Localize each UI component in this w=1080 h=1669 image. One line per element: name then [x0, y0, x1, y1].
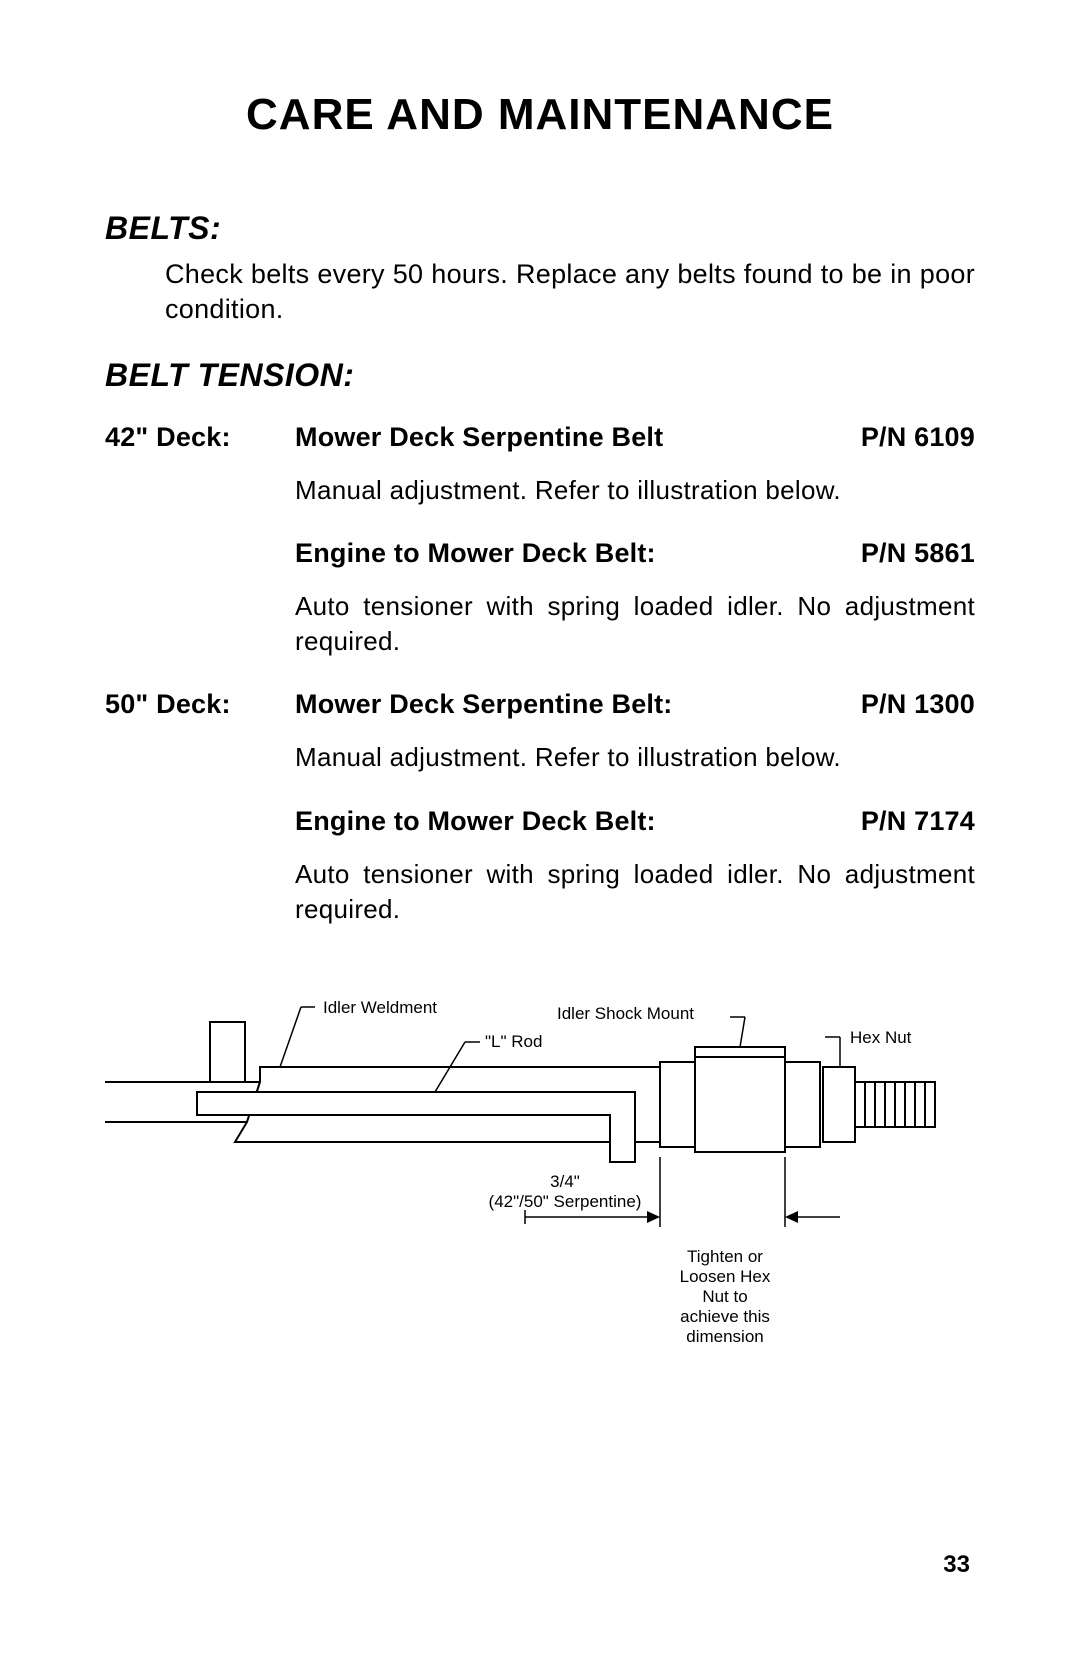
deck-label: 50" Deck:: [105, 689, 295, 720]
belt-desc: Auto tensioner with spring loaded idler.…: [295, 857, 975, 927]
part-number: P/N 7174: [861, 806, 975, 837]
label-idler-shock-mount: Idler Shock Mount: [557, 1004, 694, 1023]
belt-name: Mower Deck Serpentine Belt: [295, 422, 861, 453]
belt-tension-diagram: Idler Weldment Idler Shock Mount "L" Rod…: [105, 967, 975, 1352]
deck-label: 42" Deck:: [105, 422, 295, 453]
belt-desc: Manual adjustment. Refer to illustration…: [295, 740, 975, 775]
belt-name: Engine to Mower Deck Belt:: [295, 538, 861, 569]
section-belts-heading: BELTS:: [105, 210, 975, 247]
belt-desc: Manual adjustment. Refer to illustration…: [295, 473, 975, 508]
section-belts-text: Check belts every 50 hours. Replace any …: [165, 257, 975, 327]
part-number: P/N 5861: [861, 538, 975, 569]
deck-label: [105, 806, 295, 837]
belt-spec-row: 42" Deck: Mower Deck Serpentine Belt P/N…: [105, 422, 975, 453]
belt-spec-row: Engine to Mower Deck Belt: P/N 5861: [105, 538, 975, 569]
note-line: Nut to: [702, 1287, 747, 1306]
deck-label: [105, 538, 295, 569]
belt-name: Mower Deck Serpentine Belt:: [295, 689, 861, 720]
note-line: achieve this: [680, 1307, 770, 1326]
label-dim-top: 3/4": [550, 1172, 580, 1191]
page-number: 33: [943, 1551, 970, 1579]
note-line: dimension: [686, 1327, 764, 1346]
diagram-svg: Idler Weldment Idler Shock Mount "L" Rod…: [105, 967, 975, 1347]
note-line: Loosen Hex: [680, 1267, 771, 1286]
belt-name: Engine to Mower Deck Belt:: [295, 806, 861, 837]
label-l-rod: "L" Rod: [485, 1032, 542, 1051]
label-idler-weldment: Idler Weldment: [323, 998, 437, 1017]
belt-spec-row: Engine to Mower Deck Belt: P/N 7174: [105, 806, 975, 837]
section-tension-heading: BELT TENSION:: [105, 357, 975, 394]
part-number: P/N 6109: [861, 422, 975, 453]
label-dim-bottom: (42"/50" Serpentine): [489, 1192, 642, 1211]
part-number: P/N 1300: [861, 689, 975, 720]
belt-desc: Auto tensioner with spring loaded idler.…: [295, 589, 975, 659]
document-page: CARE AND MAINTENANCE BELTS: Check belts …: [0, 0, 1080, 1669]
label-hex-nut: Hex Nut: [850, 1028, 912, 1047]
belt-spec-row: 50" Deck: Mower Deck Serpentine Belt: P/…: [105, 689, 975, 720]
note-line: Tighten or: [687, 1247, 763, 1266]
page-title: CARE AND MAINTENANCE: [105, 90, 975, 140]
